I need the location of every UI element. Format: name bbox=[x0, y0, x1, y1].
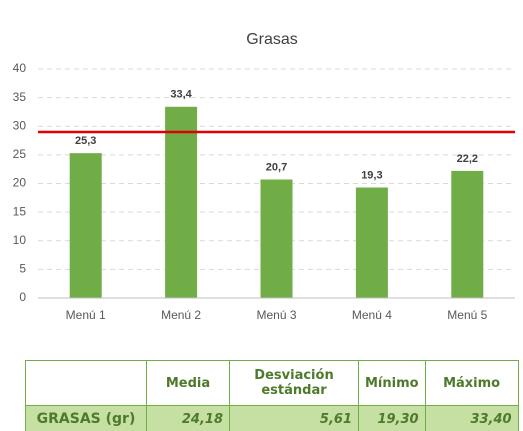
y-tick-label: 5 bbox=[19, 262, 26, 276]
cell: 24,18 bbox=[146, 405, 230, 431]
bar bbox=[165, 106, 198, 298]
header-cell: Media bbox=[146, 360, 230, 406]
y-tick-label: 30 bbox=[13, 118, 27, 132]
empty-cell bbox=[25, 360, 147, 406]
value-label: 33,4 bbox=[170, 89, 192, 101]
cell: 33,40 bbox=[424, 405, 519, 431]
x-tick-label: Menú 5 bbox=[447, 308, 487, 322]
value-label: 20,7 bbox=[266, 161, 287, 173]
y-tick-label: 20 bbox=[13, 176, 27, 190]
header-row: Media Desviación estándar Mínimo Máximo bbox=[25, 360, 519, 406]
y-tick-label: 15 bbox=[13, 204, 27, 218]
header-cell: Desviación estándar bbox=[229, 360, 359, 406]
cell: 5,61 bbox=[229, 405, 359, 431]
bar bbox=[451, 170, 484, 298]
bar bbox=[260, 179, 293, 298]
x-tick-label: Menú 4 bbox=[352, 308, 392, 322]
x-tick-label: Menú 1 bbox=[66, 308, 106, 322]
row-label: GRASAS (gr) bbox=[25, 405, 147, 431]
stats-table: Media Desviación estándar Mínimo Máximo … bbox=[25, 360, 519, 431]
bar bbox=[69, 153, 102, 298]
header-cell: Máximo bbox=[424, 360, 519, 406]
chart-title: Grasas bbox=[246, 31, 298, 48]
cell: 19,30 bbox=[358, 405, 426, 431]
data-row: GRASAS (gr) 24,18 5,61 19,30 33,40 bbox=[25, 405, 519, 431]
y-tick-label: 0 bbox=[19, 290, 26, 304]
header-cell: Mínimo bbox=[358, 360, 426, 406]
y-tick-label: 25 bbox=[13, 147, 27, 161]
x-tick-label: Menú 3 bbox=[256, 308, 296, 322]
y-tick-label: 40 bbox=[13, 61, 27, 75]
chart: Grasas 0 5 10 15 20 25 30 35 40 Menú 1 25,3 Menú 2 3… bbox=[13, 31, 515, 322]
y-tick-label: 35 bbox=[13, 90, 27, 104]
bar bbox=[355, 187, 388, 298]
value-label: 22,2 bbox=[457, 153, 478, 165]
x-tick-label: Menú 2 bbox=[161, 308, 201, 322]
value-label: 19,3 bbox=[361, 169, 382, 181]
value-label: 25,3 bbox=[75, 135, 96, 147]
y-tick-label: 10 bbox=[13, 233, 27, 247]
